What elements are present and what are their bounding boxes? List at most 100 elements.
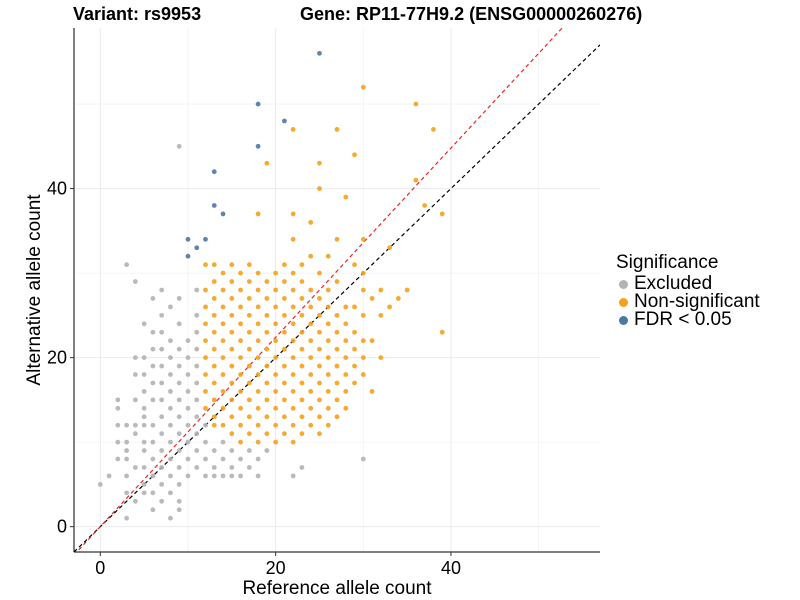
- point-excluded: [220, 439, 226, 445]
- point-excluded: [115, 405, 121, 411]
- point-non-significant: [308, 389, 314, 394]
- x-axis-label: Reference allele count: [242, 578, 432, 599]
- point-fdr-0-05: [185, 253, 191, 259]
- point-non-significant: [273, 389, 279, 394]
- point-non-significant: [352, 152, 357, 158]
- point-non-significant: [211, 363, 217, 369]
- point-non-significant: [395, 296, 401, 301]
- data-points: [97, 50, 445, 521]
- point-non-significant: [282, 329, 287, 335]
- point-non-significant: [325, 405, 331, 411]
- point-non-significant: [220, 287, 226, 293]
- point-non-significant: [290, 338, 296, 344]
- point-excluded: [124, 490, 129, 496]
- point-excluded: [159, 465, 165, 470]
- point-excluded: [176, 498, 182, 504]
- point-non-significant: [299, 329, 305, 335]
- point-non-significant: [387, 245, 392, 251]
- point-non-significant: [255, 338, 261, 344]
- point-non-significant: [282, 414, 287, 420]
- point-excluded: [185, 389, 191, 394]
- point-non-significant: [299, 279, 305, 284]
- point-non-significant: [325, 355, 331, 361]
- point-non-significant: [229, 312, 235, 318]
- point-excluded: [132, 372, 138, 377]
- point-excluded: [176, 296, 182, 301]
- point-excluded: [159, 481, 165, 487]
- point-non-significant: [229, 296, 235, 301]
- point-excluded: [194, 414, 200, 420]
- point-non-significant: [282, 380, 287, 386]
- point-non-significant: [352, 304, 357, 310]
- point-excluded: [141, 481, 147, 487]
- point-excluded: [141, 465, 147, 470]
- point-excluded: [97, 481, 103, 487]
- point-excluded: [238, 473, 243, 479]
- point-non-significant: [317, 346, 322, 352]
- point-non-significant: [282, 279, 287, 284]
- point-excluded: [150, 456, 156, 462]
- point-excluded: [194, 329, 200, 335]
- point-non-significant: [317, 186, 322, 191]
- legend-item-excluded: Excluded: [616, 273, 760, 294]
- point-non-significant: [290, 372, 296, 377]
- point-non-significant: [255, 287, 261, 293]
- point-fdr-0-05: [203, 236, 208, 242]
- point-excluded: [255, 473, 261, 479]
- point-excluded: [168, 355, 173, 361]
- point-non-significant: [220, 270, 226, 276]
- point-excluded: [255, 456, 261, 462]
- point-non-significant: [308, 219, 314, 225]
- point-non-significant: [229, 363, 235, 369]
- point-non-significant: [273, 405, 279, 411]
- point-fdr-0-05: [255, 143, 261, 149]
- point-non-significant: [238, 372, 243, 377]
- point-non-significant: [273, 372, 279, 377]
- point-non-significant: [211, 414, 217, 420]
- point-non-significant: [264, 380, 270, 386]
- point-excluded: [159, 431, 165, 437]
- point-non-significant: [343, 355, 349, 361]
- point-non-significant: [299, 312, 305, 318]
- point-excluded: [168, 456, 173, 462]
- point-non-significant: [220, 405, 226, 411]
- point-excluded: [124, 439, 129, 445]
- point-non-significant: [404, 287, 410, 293]
- point-excluded: [185, 422, 191, 428]
- point-non-significant: [238, 355, 243, 361]
- point-excluded: [150, 507, 156, 513]
- point-excluded: [194, 431, 200, 437]
- point-non-significant: [343, 372, 349, 377]
- point-excluded: [124, 422, 129, 428]
- point-excluded: [220, 473, 226, 479]
- point-non-significant: [290, 355, 296, 361]
- point-non-significant: [255, 211, 261, 217]
- point-excluded: [168, 405, 173, 411]
- point-excluded: [194, 312, 200, 318]
- point-non-significant: [229, 279, 235, 284]
- point-non-significant: [238, 422, 243, 428]
- legend-dot-fdr-icon: [619, 315, 628, 325]
- point-excluded: [185, 473, 191, 479]
- point-non-significant: [308, 321, 314, 327]
- point-non-significant: [290, 127, 296, 132]
- point-non-significant: [246, 262, 252, 268]
- point-non-significant: [273, 304, 279, 310]
- point-fdr-0-05: [220, 211, 226, 217]
- legend-label-fdr: FDR < 0.05: [634, 309, 732, 330]
- point-non-significant: [431, 127, 436, 132]
- point-non-significant: [203, 372, 208, 377]
- point-non-significant: [413, 101, 419, 107]
- point-non-significant: [290, 321, 296, 327]
- point-non-significant: [273, 270, 279, 276]
- point-excluded: [124, 262, 129, 268]
- point-non-significant: [369, 338, 375, 344]
- point-non-significant: [282, 397, 287, 403]
- point-non-significant: [334, 279, 340, 284]
- point-excluded: [176, 448, 182, 453]
- point-non-significant: [360, 372, 366, 377]
- point-excluded: [141, 422, 147, 428]
- point-non-significant: [229, 262, 235, 268]
- point-non-significant: [290, 422, 296, 428]
- point-non-significant: [220, 422, 226, 428]
